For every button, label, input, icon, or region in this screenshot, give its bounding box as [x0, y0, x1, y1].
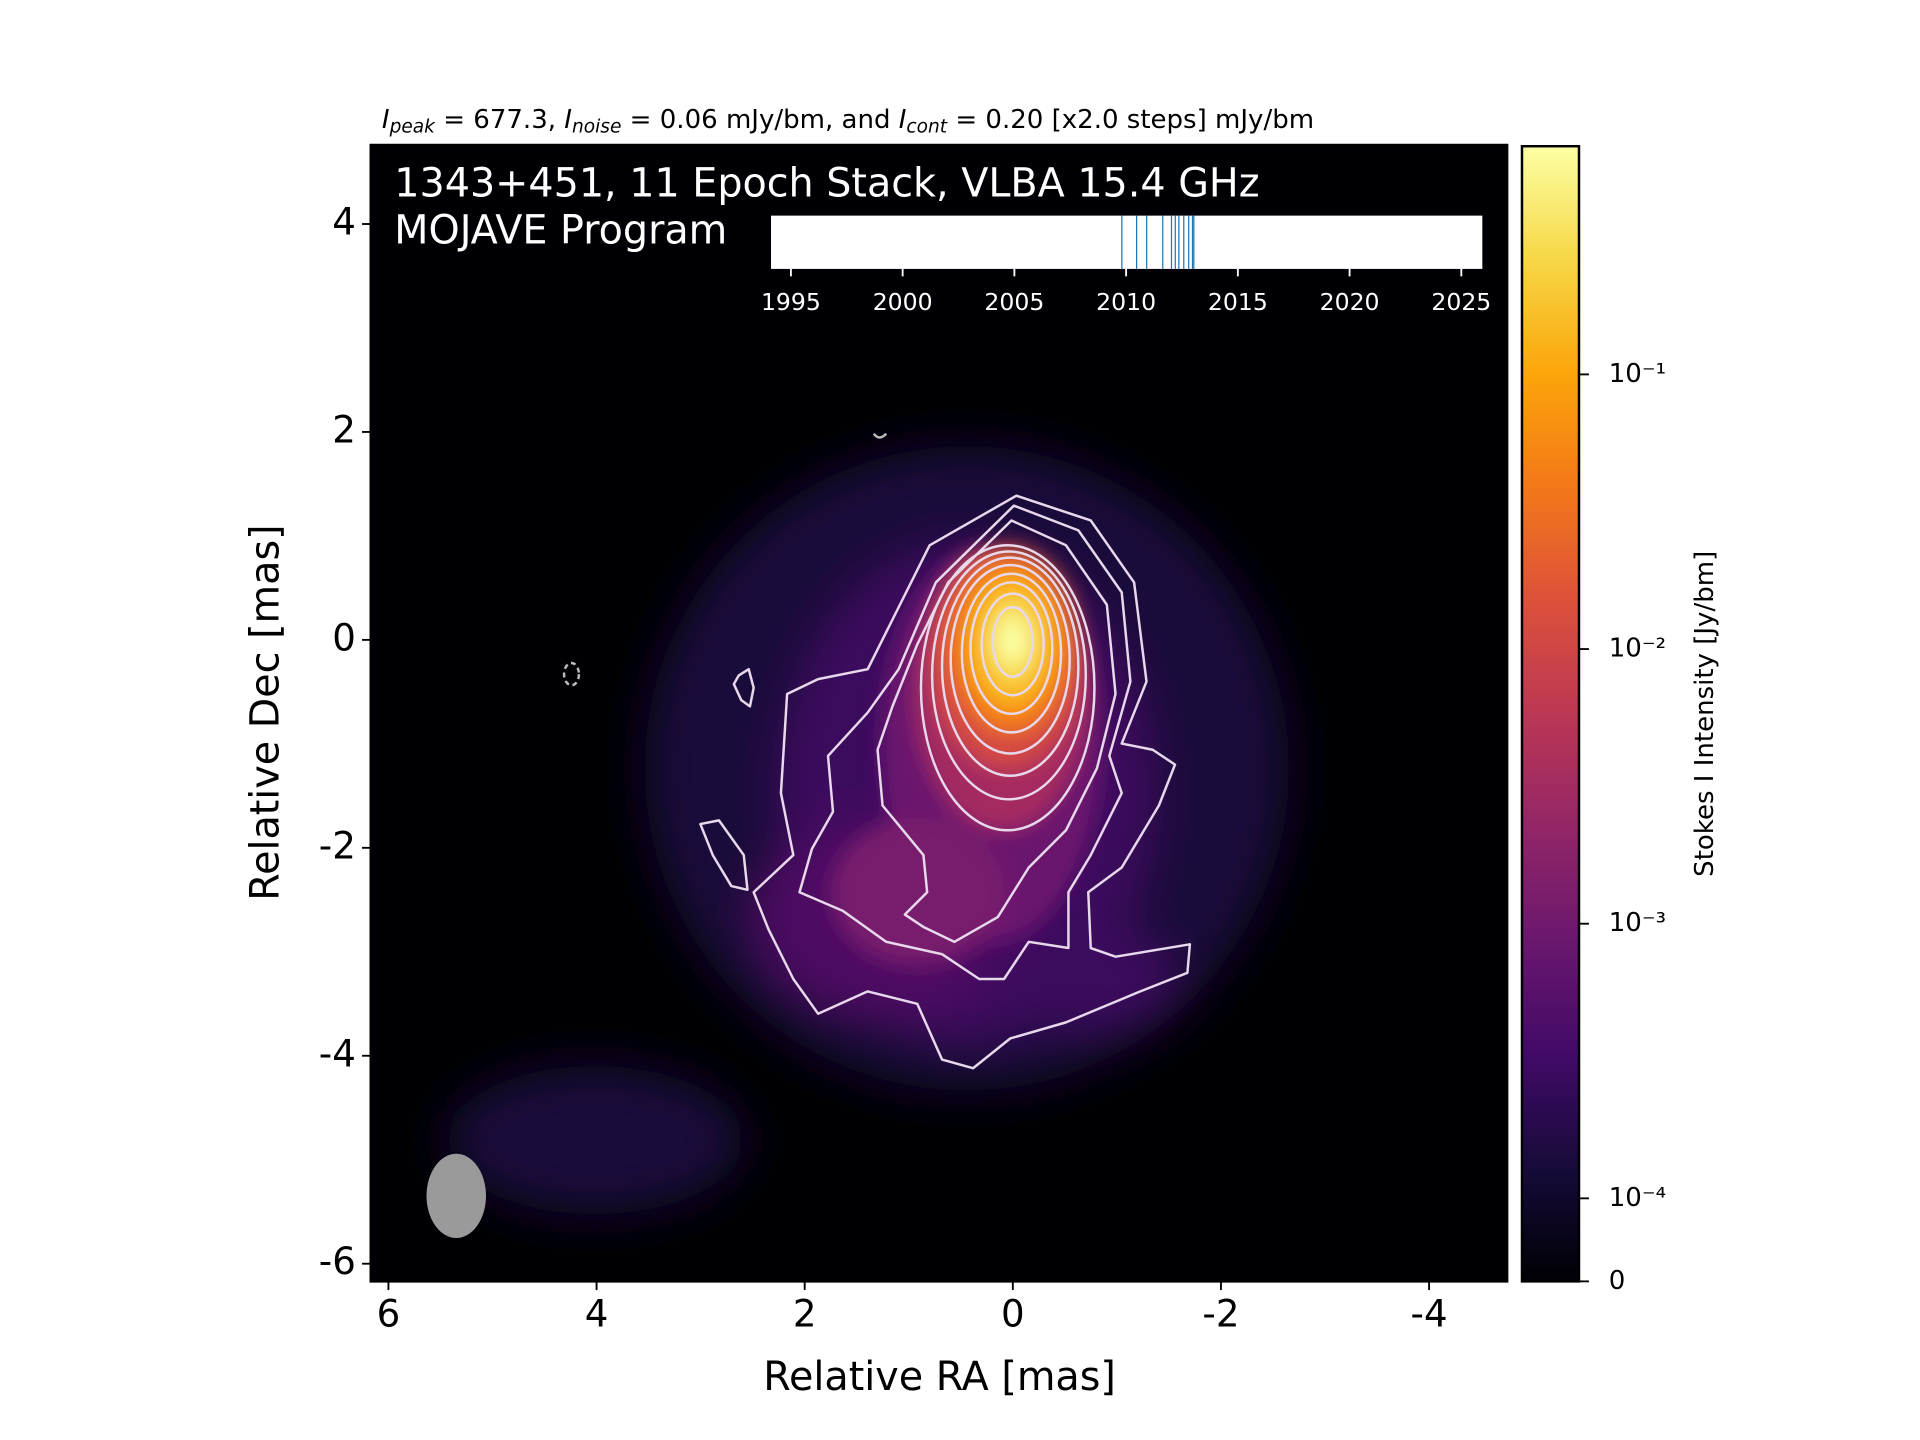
y-tick-label: -4 [319, 1031, 356, 1075]
inset-tick-label: 2025 [1431, 288, 1491, 316]
x-tick-label: 4 [585, 1292, 609, 1336]
y-axis-label: Relative Dec [mas] [242, 524, 288, 900]
inset-tick-label: 2020 [1320, 288, 1380, 316]
x-tick-label: 0 [1001, 1292, 1025, 1336]
x-axis-label: Relative RA [mas] [763, 1354, 1116, 1400]
subtitle-part: peak [389, 116, 437, 137]
inset-tick-label: 1995 [761, 288, 821, 316]
colorbar-tick-label: 0 [1609, 1266, 1626, 1296]
inset-tick-label: 2005 [984, 288, 1044, 316]
colorbar-tick-label: 10⁻⁴ [1609, 1183, 1666, 1213]
subtitle-part: = 0.06 mJy/bm, and [621, 105, 898, 135]
y-tick-label: -6 [319, 1239, 356, 1283]
x-tick-label: -2 [1202, 1292, 1239, 1336]
y-tick-label: 2 [332, 407, 356, 451]
title-line: MOJAVE Program [394, 207, 727, 253]
inset-tick-label: 2000 [873, 288, 933, 316]
colorbar-label: Stokes I Intensity [Jy/bm] [1690, 551, 1720, 877]
y-tick-label: 0 [332, 615, 356, 659]
contours [562, 432, 1192, 1070]
axes-frame [369, 143, 1509, 1283]
x-tick-label: 2 [793, 1292, 817, 1336]
subtitle-part: = 0.20 [x2.0 steps] mJy/bm [947, 105, 1314, 135]
colorbar-tick-label: 10⁻² [1609, 634, 1666, 664]
subtitle-part: I [899, 105, 907, 135]
subtitle: Ipeak = 677.3, Inoise = 0.06 mJy/bm, and… [382, 105, 1314, 137]
subtitle-part: I [382, 105, 390, 135]
colorbar-tick-label: 10⁻³ [1609, 908, 1666, 938]
colorbar [1520, 144, 1581, 1283]
inset-tick-label: 2010 [1096, 288, 1156, 316]
title-line: 1343+451, 11 Epoch Stack, VLBA 15.4 GHz [394, 160, 1259, 206]
y-tick-label: -2 [319, 823, 356, 867]
epoch-timeline [771, 215, 1483, 269]
y-tick-label: 4 [332, 200, 356, 244]
colorbar-tick-label: 10⁻¹ [1609, 359, 1666, 389]
beam [426, 1153, 486, 1239]
subtitle-part: noise [572, 116, 621, 137]
subtitle-part: I [564, 105, 572, 135]
intensity-map [370, 144, 1508, 1282]
subtitle-part: cont [906, 116, 947, 137]
x-tick-label: 6 [377, 1292, 401, 1336]
subtitle-part: = 677.3, [435, 105, 564, 135]
x-tick-label: -4 [1411, 1292, 1448, 1336]
inset-tick-label: 2015 [1208, 288, 1268, 316]
